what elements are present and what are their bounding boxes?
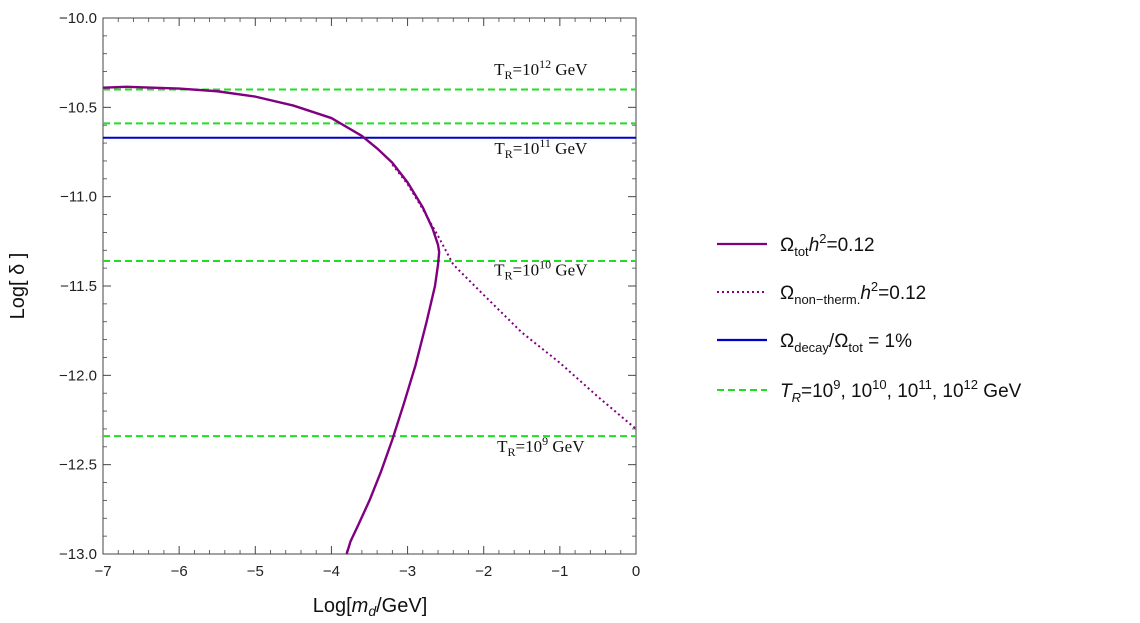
legend: Ωtoth2=0.12 Ωnon−therm.h2=0.12 Ωdecay/Ωt… bbox=[717, 231, 1022, 405]
annotation-tr12-mid: =10 bbox=[513, 60, 540, 79]
y-tick-label: −12.0 bbox=[59, 367, 97, 384]
x-tick-label: −1 bbox=[551, 563, 568, 580]
legend-tr-d: , 10 bbox=[932, 381, 964, 402]
annotation-tr9-mid: =10 bbox=[516, 437, 543, 456]
legend-tr-b: , 10 bbox=[840, 381, 872, 402]
y-tick-label: −12.5 bbox=[59, 457, 97, 474]
x-tick-label: −2 bbox=[475, 563, 492, 580]
annotation-tr10-sub: R bbox=[505, 268, 513, 282]
x-axis-label-sub: d bbox=[368, 603, 377, 619]
legend-decay-omega: Ω bbox=[780, 331, 794, 352]
annotation-tr12-sub: R bbox=[505, 68, 513, 82]
y-tick-label: −10.5 bbox=[59, 99, 97, 116]
legend-tot-sub: tot bbox=[794, 244, 809, 259]
x-tick-label: 0 bbox=[632, 563, 640, 580]
legend-nt-omega: Ω bbox=[780, 283, 794, 304]
annotation-tr9-base: T bbox=[497, 437, 508, 456]
annotation-tr12-end: GeV bbox=[551, 60, 588, 79]
legend-decay-slash: /Ω bbox=[829, 331, 848, 352]
y-tick-label: −11.0 bbox=[60, 189, 97, 206]
annotation-tr10-mid: =10 bbox=[513, 260, 540, 279]
annotation-tr11-end: GeV bbox=[551, 139, 588, 158]
x-tick-label: −6 bbox=[171, 563, 188, 580]
y-tick-label: −13.0 bbox=[59, 546, 97, 563]
legend-decay-sub2: tot bbox=[848, 340, 863, 355]
legend-tr-sub: R bbox=[792, 390, 801, 405]
y-tick-label: −10.0 bbox=[59, 10, 97, 27]
legend-tr-c: , 10 bbox=[887, 381, 919, 402]
legend-tr-sup3: 11 bbox=[918, 377, 932, 392]
x-axis-label: Log[md/GeV] bbox=[313, 595, 428, 619]
legend-tr-a: =10 bbox=[801, 381, 833, 402]
x-axis-label-post: /GeV] bbox=[376, 595, 427, 617]
annotation-tr10: TR=1010 GeV bbox=[494, 257, 588, 282]
legend-tot-h: h bbox=[809, 235, 820, 256]
legend-label-nonthermal: Ωnon−therm.h2=0.12 bbox=[780, 279, 926, 307]
annotation-tr10-end: GeV bbox=[551, 260, 588, 279]
annotation-tr12: TR=1012 GeV bbox=[494, 57, 588, 82]
legend-tr-sup2: 10 bbox=[872, 377, 886, 392]
legend-label-tot: Ωtoth2=0.12 bbox=[780, 231, 875, 259]
annotation-tr12-base: T bbox=[494, 60, 505, 79]
x-tick-label: −5 bbox=[247, 563, 264, 580]
legend-tot-sup: 2 bbox=[819, 231, 826, 246]
nonthermal-curve bbox=[391, 163, 637, 430]
annotation-tr9-sub: R bbox=[508, 445, 516, 459]
legend-tr-T: T bbox=[780, 381, 793, 402]
annotation-tr11: TR=1011 GeV bbox=[494, 136, 588, 161]
legend-tr-sup1: 9 bbox=[833, 377, 840, 392]
legend-label-tr: TR=109, 1010, 1011, 1012 GeV bbox=[780, 377, 1022, 405]
legend-tr-e: GeV bbox=[978, 381, 1022, 402]
annotation-tr9: TR=109 GeV bbox=[497, 434, 585, 459]
x-axis-label-var: m bbox=[352, 595, 369, 617]
legend-label-decay: Ωdecay/Ωtot = 1% bbox=[780, 331, 912, 355]
curves bbox=[102, 85, 637, 555]
legend-nt-rest: =0.12 bbox=[878, 283, 926, 304]
legend-tr-sup4: 12 bbox=[964, 377, 978, 392]
y-tick-label: −11.5 bbox=[60, 278, 97, 295]
plot-frame bbox=[102, 17, 637, 555]
legend-tot-rest: =0.12 bbox=[827, 235, 875, 256]
legend-nt-sub: non−therm. bbox=[794, 292, 860, 307]
annotation-tr10-base: T bbox=[494, 260, 505, 279]
y-axis-label: Log[ δ ] bbox=[7, 253, 29, 320]
x-tick-label: −3 bbox=[399, 563, 416, 580]
legend-decay-rest: = 1% bbox=[863, 331, 912, 352]
total-curve bbox=[102, 85, 441, 555]
tick-marks bbox=[102, 17, 637, 555]
annotation-tr11-sup: 11 bbox=[539, 136, 551, 150]
annotation-tr10-sup: 10 bbox=[539, 257, 551, 271]
legend-nt-sup: 2 bbox=[871, 279, 878, 294]
annotation-tr12-sup: 12 bbox=[539, 57, 551, 71]
x-axis-label-pre: Log[ bbox=[313, 595, 352, 617]
legend-decay-sub: decay bbox=[794, 340, 829, 355]
annotation-tr11-mid: =10 bbox=[513, 139, 540, 158]
legend-tot-omega: Ω bbox=[780, 235, 794, 256]
annotation-tr11-sub: R bbox=[505, 147, 513, 161]
annotation-tr11-base: T bbox=[494, 139, 505, 158]
tick-labels: −7 −6 −5 −4 −3 −2 −1 0 −10.0 −10.5 −11.0 −11.5 −12.0… bbox=[59, 10, 640, 580]
x-tick-label: −7 bbox=[94, 563, 111, 580]
annotation-tr9-sup: 9 bbox=[542, 434, 548, 448]
legend-nt-h: h bbox=[860, 283, 871, 304]
x-tick-label: −4 bbox=[323, 563, 340, 580]
annotation-tr9-end: GeV bbox=[548, 437, 585, 456]
